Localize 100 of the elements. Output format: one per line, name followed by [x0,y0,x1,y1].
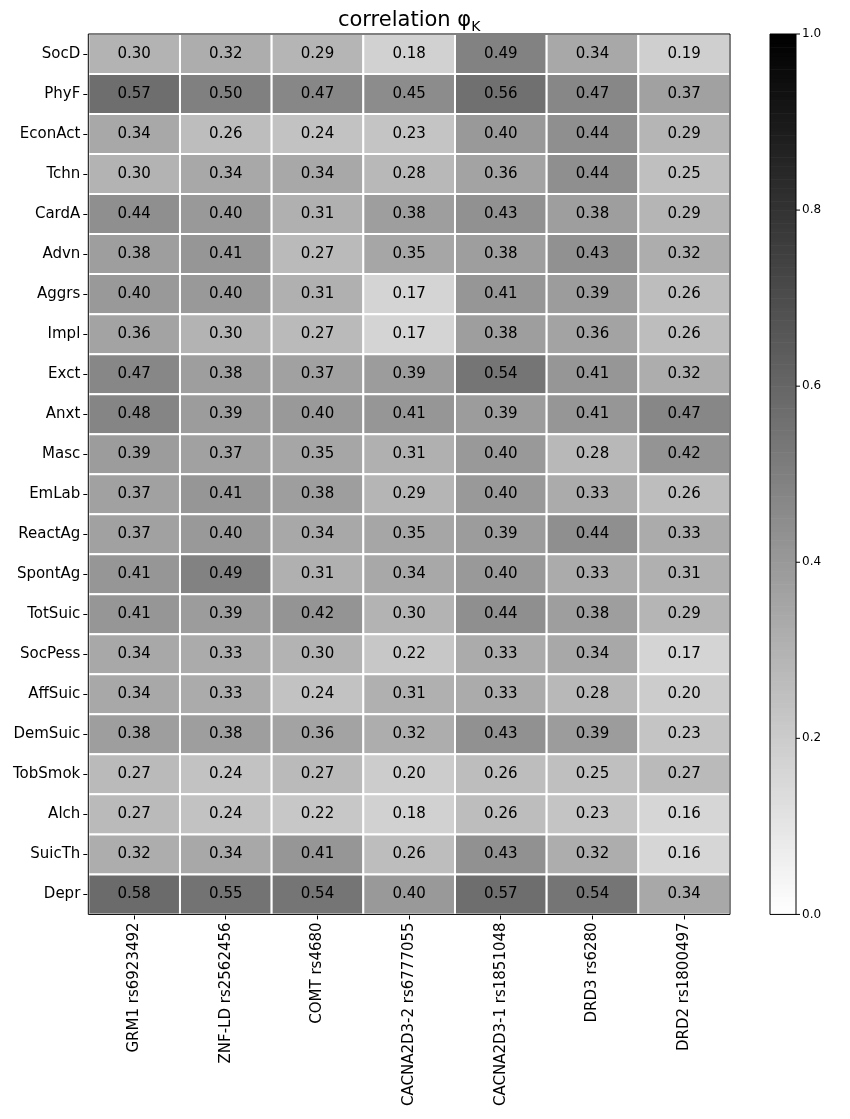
data-label: 0.41 [392,404,426,423]
color-bar-label: 0.8 [802,202,822,217]
data-label: 0.24 [300,684,335,703]
data-label: 0.25 [667,163,701,182]
data-label: 0.38 [300,484,335,503]
y-tick-label: Masc [42,444,81,463]
data-label: 0.34 [209,163,243,182]
data-label: 0.54 [575,884,610,903]
data-label: 0.49 [484,43,518,62]
color-bar-label: 1.0 [802,26,822,41]
color-bar-label: 0.2 [802,730,822,745]
x-tick-label: GRM1 rs6923492 [124,922,143,1053]
data-label: 0.26 [209,123,243,142]
data-label: 0.33 [484,684,518,703]
data-label: 0.30 [117,163,151,182]
data-label: 0.27 [117,804,151,823]
x-tick-label: DRD2 rs1800497 [674,922,693,1052]
y-tick-label: EconAct [19,123,81,142]
data-label: 0.33 [484,644,518,663]
data-label: 0.16 [667,804,701,823]
data-label: 0.40 [484,564,518,583]
data-label: 0.34 [209,844,243,863]
data-label: 0.28 [392,163,426,182]
y-tick-label: PhyF [44,83,81,102]
data-label: 0.29 [300,43,335,62]
data-label: 0.20 [392,764,426,783]
data-label: 0.27 [300,244,335,262]
data-label: 0.26 [667,484,701,503]
data-label: 0.40 [392,884,426,903]
data-label: 0.20 [667,684,701,703]
data-label: 0.37 [667,83,701,102]
data-label: 0.34 [117,684,151,703]
color-bar-label: 0.0 [802,906,822,921]
y-tick-label: AffSuic [28,684,81,703]
data-label: 0.32 [575,844,610,863]
data-label: 0.31 [300,203,335,222]
data-label: 0.32 [667,244,701,262]
data-label: 0.35 [392,244,426,262]
data-label: 0.40 [484,444,518,463]
data-label: 0.38 [575,203,610,222]
data-label: 0.49 [209,564,243,583]
data-label: 0.43 [484,724,518,743]
data-label: 0.34 [392,564,426,583]
data-label: 0.27 [300,324,335,343]
x-tick-label: CACNA2D3-2 rs6777055 [399,922,418,1106]
data-label: 0.30 [392,604,426,623]
color-bar-label: 0.6 [802,378,822,393]
data-label: 0.44 [575,163,610,182]
data-label: 0.40 [209,284,243,303]
y-tick-label: SocPess [19,644,81,663]
data-label: 0.39 [484,404,518,423]
data-label: 0.28 [575,444,610,463]
data-label: 0.38 [209,364,243,383]
data-label: 0.30 [209,324,243,343]
data-label: 0.55 [209,884,243,903]
data-label: 0.36 [300,724,335,743]
data-label: 0.42 [300,604,335,623]
data-label: 0.22 [300,804,335,823]
data-label: 0.44 [575,524,610,543]
data-label: 0.37 [117,484,151,503]
data-label: 0.40 [117,284,151,303]
y-tick-label: Depr [43,884,82,903]
y-tick-label: Tchn [45,163,81,182]
data-label: 0.47 [300,83,335,102]
data-label: 0.18 [392,43,426,62]
data-label: 0.38 [484,324,518,343]
data-label: 0.38 [575,604,610,623]
y-tick-label: Exct [48,364,81,383]
data-label: 0.39 [484,524,518,543]
data-label: 0.31 [300,564,335,583]
data-label: 0.38 [117,244,151,262]
y-tick-label: SocD [41,43,81,62]
data-label: 0.57 [117,83,151,102]
data-label: 0.29 [667,203,701,222]
data-label: 0.37 [117,524,151,543]
data-label: 0.38 [117,724,151,743]
data-label: 0.31 [392,684,426,703]
y-tick-label: TotSuic [26,604,81,623]
x-tick-label: DRD3 rs6280 [582,922,601,1023]
data-label: 0.50 [209,83,243,102]
data-label: 0.30 [300,644,335,663]
y-tick-label: Anxt [45,404,81,423]
data-label: 0.16 [667,844,701,863]
data-label: 0.27 [117,764,151,783]
data-label: 0.24 [209,804,243,823]
data-label: 0.23 [392,123,426,142]
data-label: 0.36 [575,324,610,343]
data-label: 0.33 [667,524,701,543]
data-label: 0.41 [117,604,151,623]
data-label: 0.29 [667,123,701,142]
data-label: 0.47 [575,83,610,102]
data-label: 0.28 [575,684,610,703]
y-tick-label: Alch [48,804,81,823]
data-label: 0.31 [392,444,426,463]
data-label: 0.34 [300,524,335,543]
data-label: 0.34 [667,884,701,903]
data-label: 0.33 [209,684,243,703]
data-label: 0.37 [300,364,335,383]
data-label: 0.39 [575,284,610,303]
data-label: 0.27 [300,764,335,783]
